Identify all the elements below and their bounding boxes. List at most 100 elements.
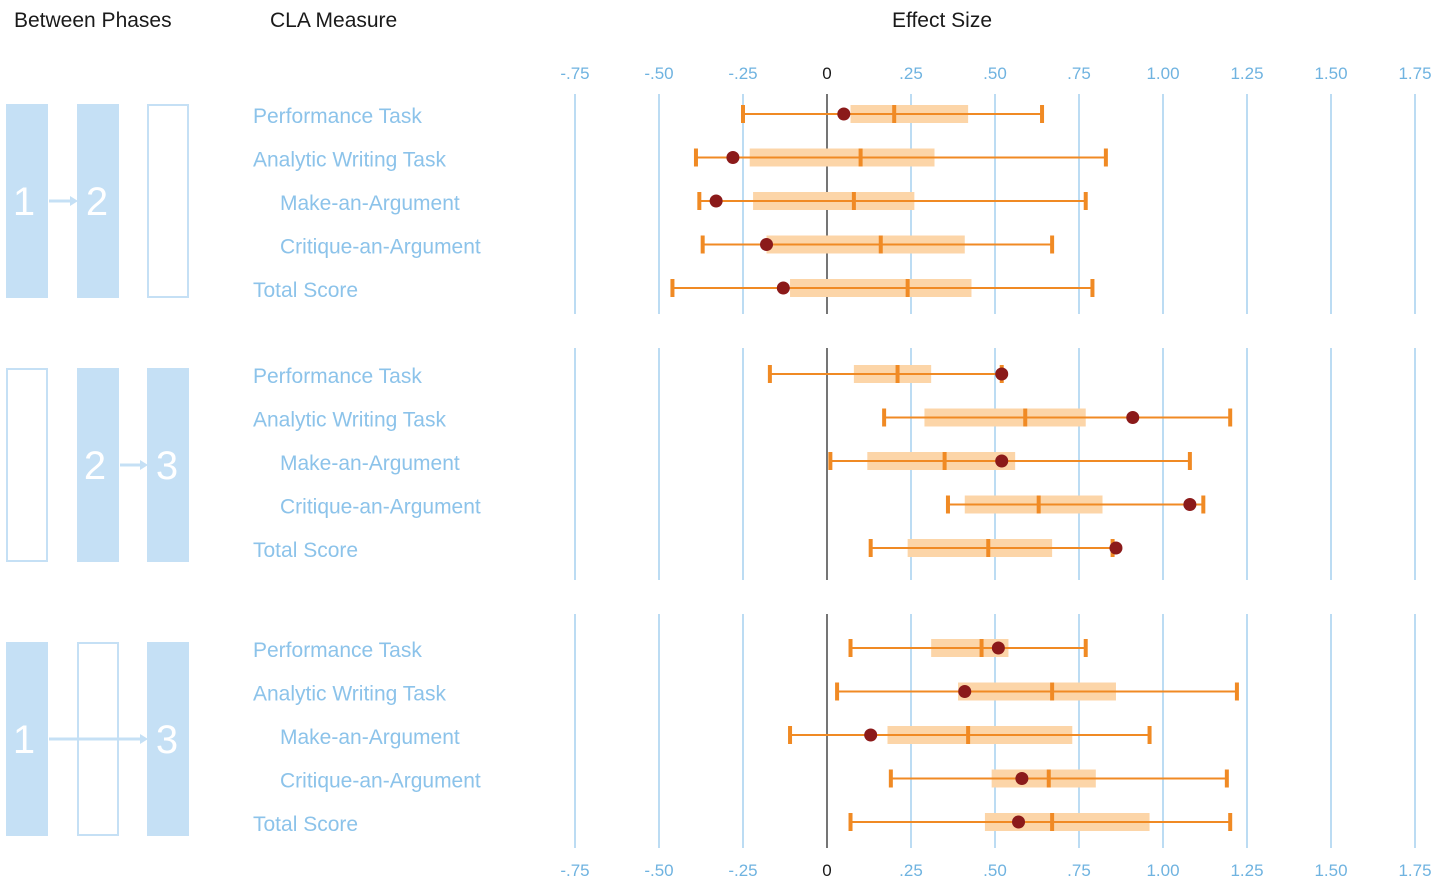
point-estimate-0-3 — [760, 238, 774, 251]
phase-box-1-2 — [147, 368, 189, 562]
phase-box-2-0 — [6, 642, 48, 836]
phase-from-label-2: 1 — [13, 718, 35, 762]
x-tick-top-9: 1.50 — [1314, 64, 1347, 83]
median-mark-1-4 — [986, 539, 991, 557]
median-mark-0-3 — [878, 235, 883, 254]
phase-box-outline-1-0 — [6, 368, 48, 562]
point-estimate-2-0 — [991, 641, 1005, 655]
median-mark-0-0 — [892, 105, 897, 123]
phase-arrow-head-1 — [140, 460, 148, 470]
point-estimate-2-1 — [958, 685, 972, 698]
median-mark-2-1 — [1050, 682, 1055, 701]
median-mark-1-3 — [1036, 495, 1041, 514]
range-min-cap-0-0 — [741, 105, 745, 123]
x-tick-bottom-5: .50 — [983, 861, 1007, 880]
range-min-cap-0-4 — [670, 279, 675, 297]
point-estimate-2-3 — [1015, 772, 1029, 785]
x-tick-bottom-10: 1.75 — [1398, 861, 1431, 880]
phase-box-1-1 — [77, 368, 119, 562]
point-estimate-0-4 — [776, 281, 790, 295]
x-tick-top-0: -.75 — [560, 64, 589, 83]
range-min-cap-2-3 — [888, 769, 893, 788]
measure-label-0-4: Total Score — [253, 279, 358, 302]
range-min-cap-2-4 — [848, 813, 853, 831]
phase-from-label-0: 1 — [13, 180, 35, 224]
range-max-cap-1-2 — [1187, 452, 1192, 470]
phase-box-outline-0-2 — [147, 104, 189, 298]
median-mark-1-0 — [895, 365, 900, 383]
median-mark-1-2 — [942, 452, 947, 470]
point-estimate-1-3 — [1183, 498, 1197, 511]
measure-label-1-0: Performance Task — [253, 365, 422, 388]
measure-label-2-3: Critique-an-Argument — [280, 770, 481, 793]
x-tick-bottom-2: -.25 — [728, 861, 757, 880]
x-tick-top-6: .75 — [1067, 64, 1091, 83]
x-tick-top-5: .50 — [983, 64, 1007, 83]
range-max-cap-2-1 — [1234, 682, 1239, 701]
point-estimate-2-2 — [864, 728, 878, 742]
x-tick-bottom-0: -.75 — [560, 861, 589, 880]
x-tick-bottom-7: 1.00 — [1146, 861, 1179, 880]
x-tick-bottom-3: 0 — [822, 861, 831, 880]
point-estimate-2-4 — [1012, 815, 1026, 829]
x-tick-bottom-1: -.50 — [644, 861, 673, 880]
range-max-cap-1-1 — [1228, 408, 1233, 427]
phase-box-2-2 — [147, 642, 189, 836]
x-tick-top-10: 1.75 — [1398, 64, 1431, 83]
range-max-cap-2-4 — [1228, 813, 1233, 831]
phase-to-label-0: 2 — [86, 180, 108, 224]
range-min-cap-1-0 — [767, 365, 772, 383]
point-estimate-1-2 — [995, 454, 1009, 468]
median-mark-2-0 — [979, 639, 984, 657]
range-min-cap-1-1 — [882, 408, 887, 427]
measure-label-2-1: Analytic Writing Task — [253, 683, 446, 706]
range-max-cap-1-3 — [1201, 495, 1206, 514]
between-phases-header: Between Phases — [14, 9, 172, 32]
range-min-cap-2-2 — [788, 726, 793, 744]
x-tick-bottom-8: 1.25 — [1230, 861, 1263, 880]
phase-to-label-2: 3 — [156, 718, 178, 762]
point-estimate-1-4 — [1109, 541, 1123, 555]
median-mark-0-1 — [858, 148, 863, 167]
phase-box-0-0 — [6, 104, 48, 298]
measure-label-0-2: Make-an-Argument — [280, 192, 460, 215]
point-estimate-1-1 — [1126, 411, 1140, 424]
x-tick-bottom-6: .75 — [1067, 861, 1091, 880]
range-max-cap-0-4 — [1090, 279, 1095, 297]
range-min-cap-1-2 — [828, 452, 833, 470]
range-max-cap-2-2 — [1147, 726, 1152, 744]
measure-label-0-1: Analytic Writing Task — [253, 149, 446, 172]
phase-box-0-1 — [77, 104, 119, 298]
x-tick-top-3: 0 — [822, 64, 831, 83]
measure-label-1-3: Critique-an-Argument — [280, 496, 481, 519]
median-mark-0-2 — [851, 192, 856, 210]
range-min-cap-1-3 — [945, 495, 950, 514]
x-tick-bottom-4: .25 — [899, 861, 923, 880]
x-tick-top-8: 1.25 — [1230, 64, 1263, 83]
x-tick-top-2: -.25 — [728, 64, 757, 83]
range-max-cap-0-2 — [1083, 192, 1088, 210]
cla-measure-header: CLA Measure — [270, 9, 397, 32]
range-min-cap-2-0 — [848, 639, 853, 657]
effect-size-header: Effect Size — [892, 9, 992, 32]
measure-label-1-4: Total Score — [253, 539, 358, 562]
measure-label-2-4: Total Score — [253, 813, 358, 836]
measure-label-2-0: Performance Task — [253, 639, 422, 662]
range-max-cap-0-1 — [1103, 148, 1108, 167]
range-max-cap-0-0 — [1040, 105, 1045, 123]
x-tick-top-7: 1.00 — [1146, 64, 1179, 83]
median-mark-2-2 — [966, 726, 971, 744]
x-tick-top-4: .25 — [899, 64, 923, 83]
x-tick-top-1: -.50 — [644, 64, 673, 83]
median-mark-1-1 — [1023, 408, 1028, 427]
median-mark-0-4 — [905, 279, 910, 297]
median-mark-2-4 — [1050, 813, 1055, 831]
x-tick-bottom-9: 1.50 — [1314, 861, 1347, 880]
range-max-cap-0-3 — [1050, 235, 1055, 254]
point-estimate-1-0 — [995, 367, 1009, 381]
point-estimate-0-0 — [837, 107, 851, 121]
measure-label-2-2: Make-an-Argument — [280, 726, 460, 749]
measure-label-0-0: Performance Task — [253, 105, 422, 128]
range-min-cap-1-4 — [868, 539, 873, 557]
phase-to-label-1: 3 — [156, 444, 178, 488]
